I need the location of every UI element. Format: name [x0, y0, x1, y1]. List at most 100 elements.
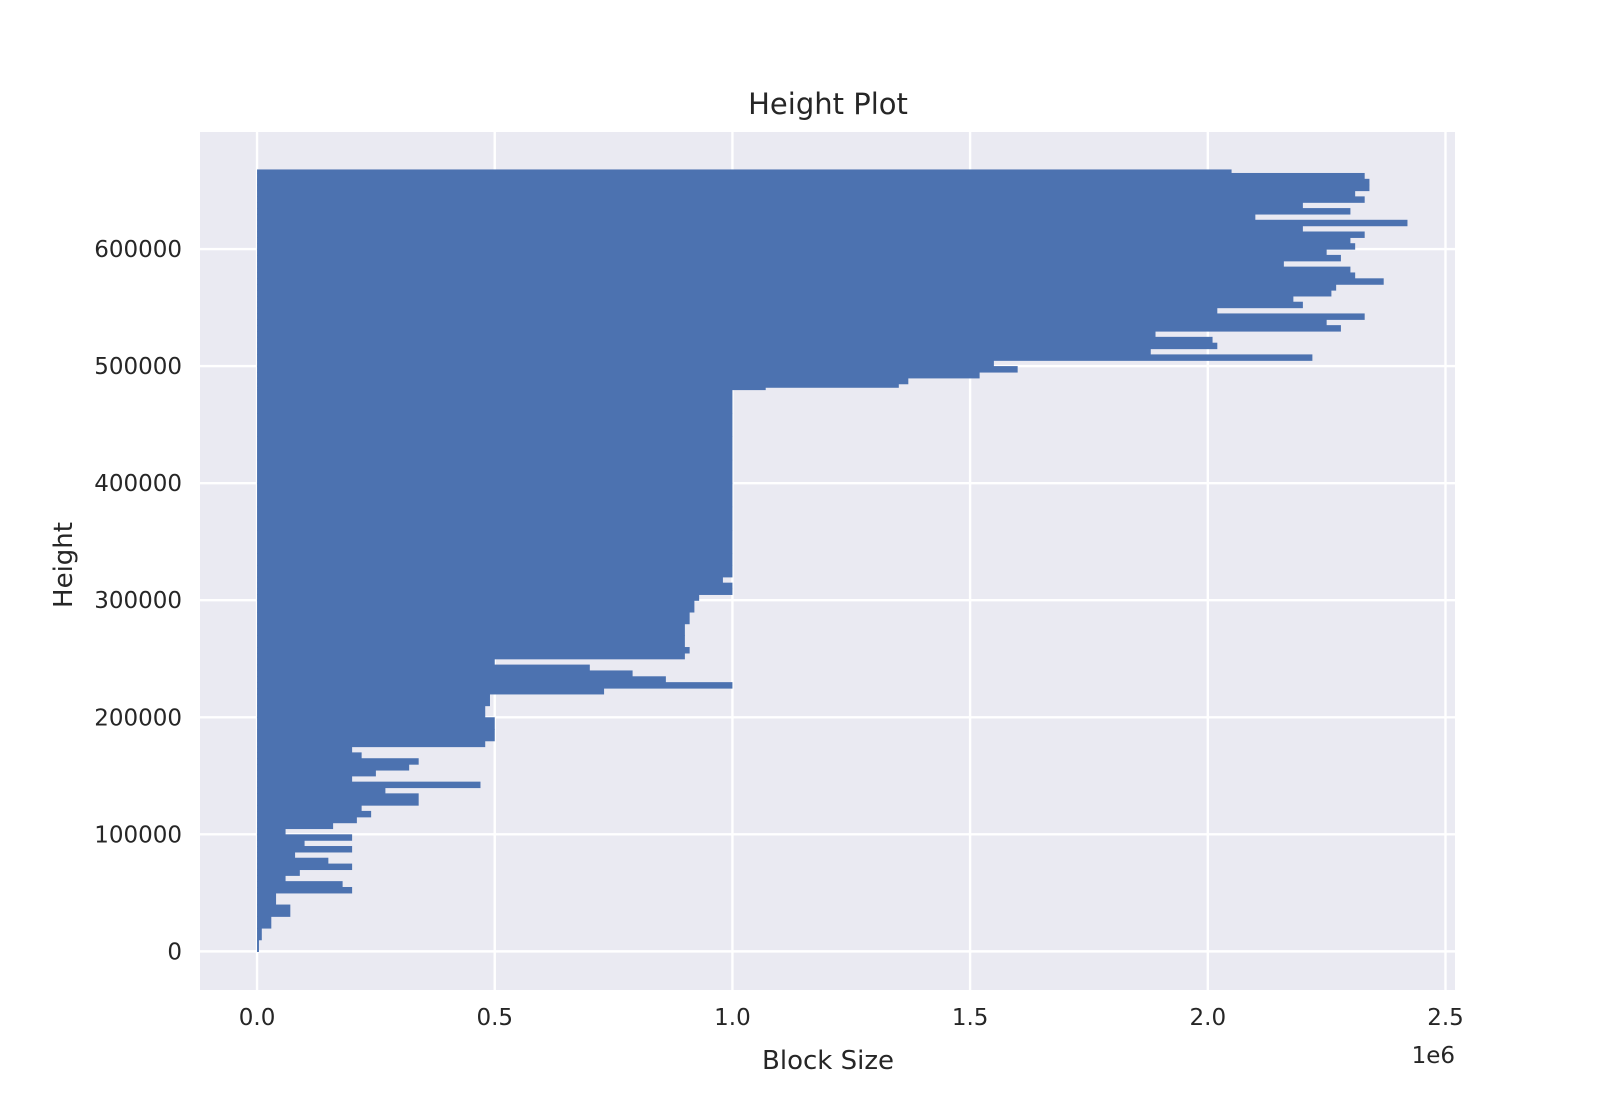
x-axis-offset-label: 1e6 — [1412, 1043, 1455, 1069]
bar-mark — [257, 412, 733, 437]
bar-mark — [257, 196, 1365, 203]
bar-mark — [257, 927, 262, 941]
bar-mark — [257, 389, 733, 414]
bar-mark — [257, 319, 1327, 326]
bar-mark — [257, 658, 495, 666]
bar-mark — [257, 863, 353, 871]
bar-mark — [257, 904, 291, 917]
bar-mark — [257, 892, 277, 906]
bar-mark — [257, 348, 1151, 356]
bar-layer — [257, 169, 1408, 952]
bar-mark — [257, 746, 353, 753]
bar-mark — [257, 793, 419, 806]
bar-mark — [257, 383, 899, 388]
bar-mark — [257, 172, 1365, 180]
bar-mark — [257, 752, 362, 759]
bar-mark — [257, 758, 419, 765]
bar-mark — [257, 254, 1341, 262]
bar-mark — [257, 740, 486, 748]
x-tick-label: 0.5 — [476, 1005, 513, 1031]
bar-mark — [257, 886, 353, 894]
bar-mark — [257, 728, 495, 742]
bar-mark — [257, 284, 1337, 291]
bar-mark — [257, 816, 357, 824]
bar-mark — [257, 202, 1303, 209]
bar-mark — [257, 916, 272, 929]
bar-mark — [257, 664, 590, 672]
y-tick-label: 600000 — [94, 237, 182, 263]
bar-mark — [257, 190, 1356, 197]
bar-mark — [257, 436, 733, 461]
bar-mark — [257, 249, 1327, 256]
bar-mark — [257, 459, 733, 484]
y-tick-labels: 0 100000 200000 300000 400000 500000 600000 — [94, 237, 182, 965]
bar-mark — [257, 647, 690, 654]
bar-mark — [257, 278, 1384, 285]
x-axis-label: Block Size — [762, 1046, 894, 1076]
bar-mark — [257, 840, 305, 847]
bar-mark — [257, 875, 286, 882]
bar-mark — [257, 846, 353, 853]
bar-mark — [257, 290, 1332, 297]
bar-mark — [257, 272, 1356, 279]
bar-mark — [257, 635, 685, 648]
y-tick-label: 300000 — [94, 588, 182, 614]
bar-mark — [257, 313, 1365, 320]
bar-mark — [257, 939, 259, 952]
bar-mark — [257, 611, 690, 625]
bar-mark — [257, 342, 1218, 350]
bar-mark — [257, 769, 376, 777]
bar-mark — [257, 857, 329, 865]
x-tick-label: 0.0 — [239, 1005, 276, 1031]
bar-mark — [257, 483, 733, 508]
bar-mark — [257, 594, 700, 601]
bar-mark — [257, 576, 723, 584]
y-tick-label: 400000 — [94, 471, 182, 497]
bar-mark — [257, 325, 1341, 332]
x-tick-labels: 0.0 0.5 1.0 1.5 2.0 2.5 — [239, 1005, 1464, 1031]
bar-mark — [257, 178, 1370, 186]
bar-mark — [257, 775, 353, 783]
bar-mark — [257, 260, 1284, 268]
bar-mark — [257, 869, 300, 876]
bar-mark — [257, 717, 495, 730]
bar-mark — [257, 676, 666, 683]
y-tick-label: 500000 — [94, 354, 182, 380]
bar-mark — [257, 682, 733, 689]
bar-mark — [257, 623, 685, 636]
bar-mark — [257, 553, 733, 566]
bar-mark — [257, 828, 286, 835]
bar-mark — [257, 243, 1356, 250]
bar-mark — [257, 377, 909, 385]
bar-mark — [257, 764, 410, 771]
bar-mark — [257, 266, 1351, 274]
bar-mark — [257, 301, 1303, 309]
bar-mark — [257, 366, 1018, 373]
bar-mark — [257, 781, 481, 789]
bar-mark — [257, 330, 1156, 338]
bar-mark — [257, 360, 994, 367]
y-tick-label: 0 — [167, 939, 182, 965]
bar-mark — [257, 184, 1370, 192]
bar-mark — [257, 354, 1313, 361]
y-tick-label: 200000 — [94, 705, 182, 731]
bar-mark — [257, 688, 605, 695]
bar-mark — [257, 822, 334, 830]
bar-mark — [257, 787, 386, 794]
bar-mark — [257, 670, 633, 677]
bar-mark — [257, 805, 362, 812]
bar-mark — [257, 565, 733, 578]
bar-mark — [257, 693, 490, 707]
bar-mark — [257, 529, 733, 554]
bar-mark — [257, 387, 766, 391]
bar-mark — [257, 834, 353, 841]
bar-mark — [257, 208, 1351, 215]
bar-mark — [257, 336, 1213, 344]
bar-mark — [257, 881, 343, 888]
bar-mark — [257, 225, 1303, 233]
chart-title: Height Plot — [748, 87, 908, 121]
y-axis-label: Height — [49, 522, 79, 608]
bar-mark — [257, 582, 733, 590]
bar-mark — [257, 169, 1232, 174]
